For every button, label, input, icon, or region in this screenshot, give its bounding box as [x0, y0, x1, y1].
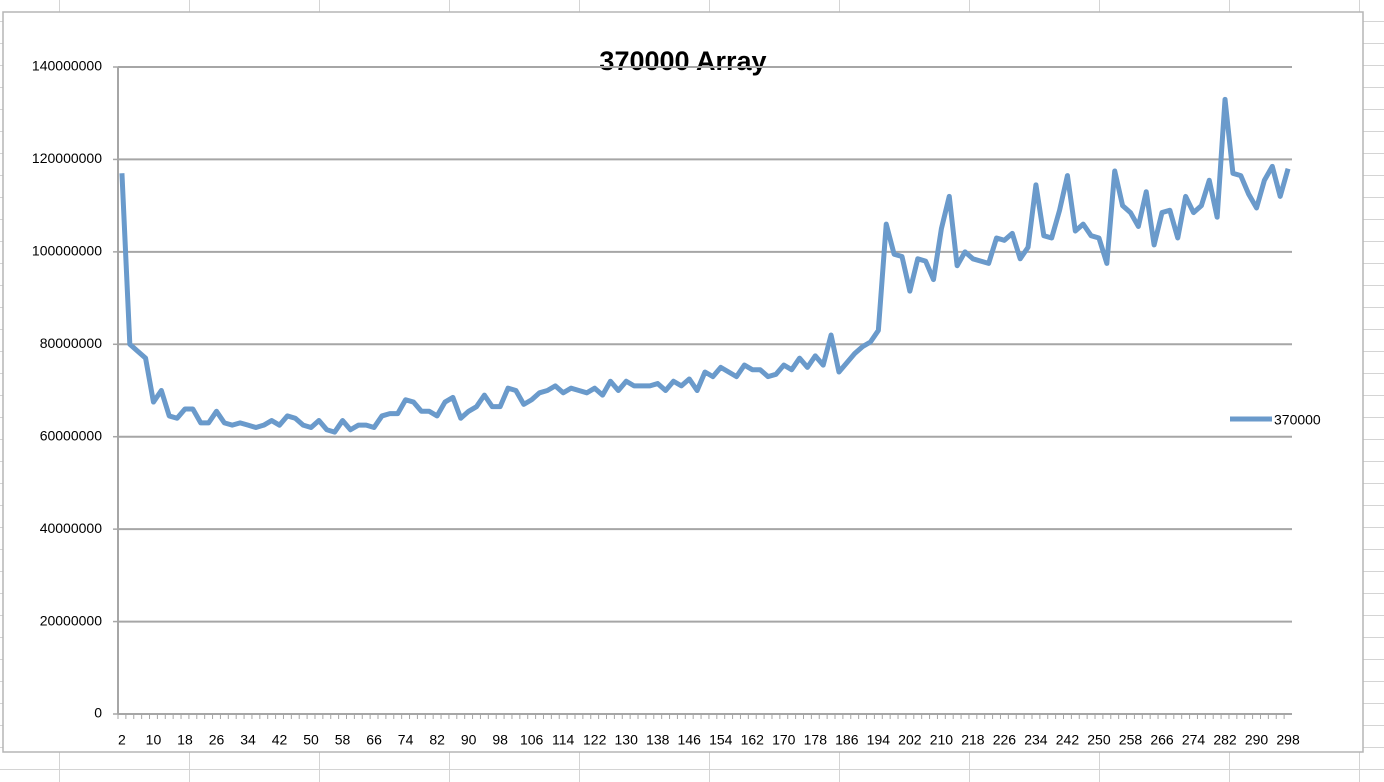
- x-tick-label: 138: [646, 732, 670, 748]
- x-tick-label: 18: [177, 732, 193, 748]
- x-tick-label: 202: [898, 732, 922, 748]
- y-tick-label: 80000000: [40, 335, 103, 351]
- x-tick-label: 26: [209, 732, 225, 748]
- y-tick-label: 100000000: [32, 243, 102, 259]
- y-tick-label: 0: [94, 705, 102, 721]
- x-tick-label: 74: [398, 732, 414, 748]
- x-tick-label: 122: [583, 732, 607, 748]
- x-tick-label: 274: [1182, 732, 1206, 748]
- y-tick-label: 140000000: [32, 58, 102, 74]
- x-tick-label: 162: [741, 732, 765, 748]
- data-line: [119, 96, 1291, 435]
- x-tick-label: 58: [335, 732, 351, 748]
- x-tick-label: 106: [520, 732, 544, 748]
- x-tick-label: 2: [118, 732, 126, 748]
- x-tick-label: 170: [772, 732, 796, 748]
- x-tick-label: 266: [1150, 732, 1174, 748]
- x-tick-label: 186: [835, 732, 859, 748]
- x-tick-label: 50: [303, 732, 319, 748]
- y-tick-label: 40000000: [40, 520, 103, 536]
- x-tick-label: 194: [867, 732, 891, 748]
- y-tick-label: 60000000: [40, 427, 103, 443]
- x-tick-label: 66: [366, 732, 382, 748]
- x-tick-label: 258: [1119, 732, 1143, 748]
- x-tick-label: 234: [1024, 732, 1048, 748]
- x-tick-label: 290: [1245, 732, 1269, 748]
- x-tick-label: 114: [552, 732, 575, 748]
- legend-label: 370000: [1274, 412, 1321, 428]
- y-tick-label: 20000000: [40, 612, 103, 628]
- x-tick-label: 242: [1056, 732, 1080, 748]
- x-tick-label: 154: [709, 732, 733, 748]
- x-tick-label: 146: [678, 732, 702, 748]
- x-tick-label: 250: [1087, 732, 1111, 748]
- x-tick-label: 42: [272, 732, 288, 748]
- x-tick-label: 90: [461, 732, 477, 748]
- x-tick-label: 98: [492, 732, 508, 748]
- chart-title: 370000 Array: [599, 46, 766, 76]
- x-tick-label: 298: [1276, 732, 1300, 748]
- x-tick-label: 210: [930, 732, 954, 748]
- x-tick-label: 178: [804, 732, 828, 748]
- x-tick-label: 130: [615, 732, 639, 748]
- x-tick-label: 82: [429, 732, 445, 748]
- x-tick-label: 226: [993, 732, 1017, 748]
- x-tick-label: 218: [961, 732, 985, 748]
- y-tick-label: 120000000: [32, 150, 102, 166]
- x-tick-label: 10: [146, 732, 162, 748]
- x-tick-label: 282: [1213, 732, 1237, 748]
- x-tick-label: 34: [240, 732, 256, 748]
